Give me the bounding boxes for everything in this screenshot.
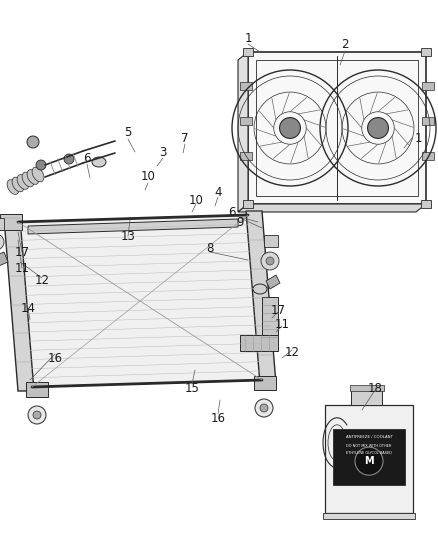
Circle shape — [279, 118, 300, 139]
Text: 14: 14 — [21, 302, 35, 314]
Polygon shape — [4, 218, 34, 391]
Bar — [323, 513, 415, 519]
Polygon shape — [264, 235, 278, 247]
Polygon shape — [26, 382, 48, 397]
Polygon shape — [0, 214, 22, 230]
Bar — [240, 117, 252, 125]
Bar — [422, 117, 434, 125]
Polygon shape — [266, 275, 280, 289]
Text: 9: 9 — [236, 215, 244, 229]
Text: 10: 10 — [141, 171, 155, 183]
Circle shape — [28, 406, 46, 424]
Ellipse shape — [22, 172, 34, 187]
Bar — [243, 200, 253, 208]
Bar — [333, 429, 405, 485]
Polygon shape — [0, 218, 4, 230]
Circle shape — [0, 234, 4, 250]
Text: ETHYLENE GLYCOL BASED: ETHYLENE GLYCOL BASED — [346, 450, 392, 455]
Text: 5: 5 — [124, 126, 132, 140]
Text: ANTIFREEZE / COOLANT: ANTIFREEZE / COOLANT — [346, 435, 392, 439]
Polygon shape — [238, 204, 426, 212]
Circle shape — [367, 118, 389, 139]
Ellipse shape — [32, 167, 44, 182]
Ellipse shape — [92, 157, 106, 167]
Bar — [243, 48, 253, 56]
Text: 1: 1 — [244, 31, 252, 44]
Circle shape — [266, 257, 274, 265]
Circle shape — [27, 136, 39, 148]
Text: 11: 11 — [275, 318, 290, 330]
Polygon shape — [325, 405, 413, 513]
Text: 12: 12 — [285, 345, 300, 359]
Polygon shape — [28, 219, 238, 234]
Text: 2: 2 — [341, 38, 349, 52]
Text: 17: 17 — [271, 303, 286, 317]
Text: 16: 16 — [47, 351, 63, 365]
Bar — [240, 152, 252, 160]
Text: 3: 3 — [159, 146, 167, 158]
Polygon shape — [0, 252, 8, 268]
Polygon shape — [248, 52, 426, 204]
Bar — [351, 389, 382, 405]
Bar — [256, 60, 418, 196]
Text: 7: 7 — [181, 132, 189, 144]
Bar — [422, 82, 434, 90]
Polygon shape — [18, 215, 262, 387]
Bar — [350, 385, 384, 391]
Circle shape — [355, 447, 383, 475]
Text: 8: 8 — [206, 241, 214, 254]
Text: 6: 6 — [228, 206, 236, 219]
Ellipse shape — [12, 177, 24, 192]
Text: 18: 18 — [367, 382, 382, 394]
Circle shape — [261, 252, 279, 270]
Text: 15: 15 — [184, 382, 199, 394]
Text: 16: 16 — [211, 411, 226, 424]
Text: 17: 17 — [14, 246, 29, 259]
Polygon shape — [246, 211, 276, 384]
Text: 1: 1 — [414, 132, 422, 144]
Text: 6: 6 — [83, 151, 91, 165]
Polygon shape — [262, 297, 278, 342]
Text: M: M — [364, 456, 374, 466]
Circle shape — [255, 399, 273, 417]
Polygon shape — [238, 52, 248, 212]
Bar — [240, 82, 252, 90]
Circle shape — [33, 411, 41, 419]
Text: 4: 4 — [214, 187, 222, 199]
Text: 13: 13 — [120, 230, 135, 243]
Bar — [421, 48, 431, 56]
Bar — [421, 200, 431, 208]
Circle shape — [64, 154, 74, 164]
Polygon shape — [254, 376, 276, 390]
Ellipse shape — [17, 175, 29, 189]
Circle shape — [36, 160, 46, 170]
Circle shape — [260, 404, 268, 412]
Text: 11: 11 — [14, 262, 29, 274]
Polygon shape — [240, 335, 278, 351]
Ellipse shape — [27, 169, 39, 184]
Ellipse shape — [7, 180, 19, 195]
Text: 10: 10 — [189, 193, 203, 206]
Bar — [422, 152, 434, 160]
Text: 12: 12 — [35, 273, 49, 287]
Text: DO NOT MIX WITH OTHER: DO NOT MIX WITH OTHER — [346, 444, 392, 448]
Ellipse shape — [253, 284, 267, 294]
